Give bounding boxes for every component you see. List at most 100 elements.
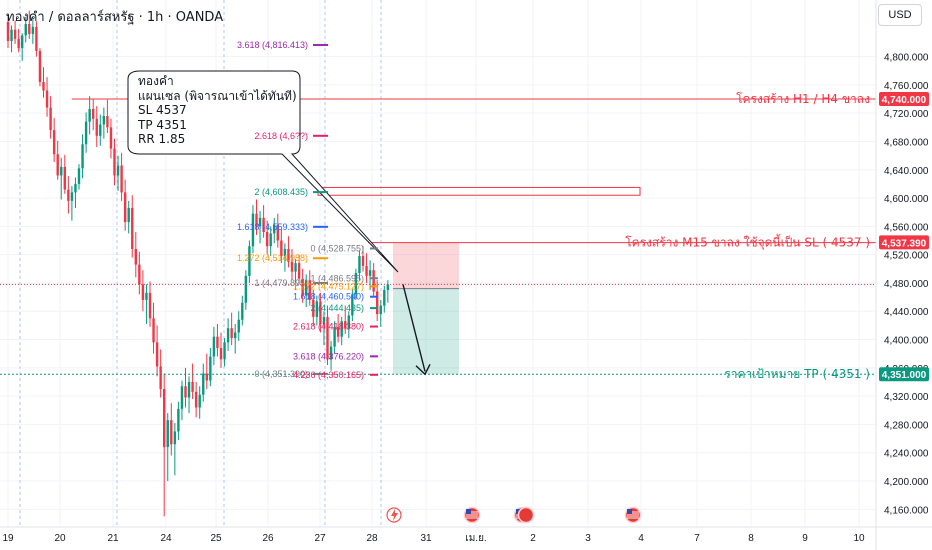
candle-body [28, 24, 31, 34]
candle-body [326, 316, 329, 360]
candle-body [262, 217, 265, 233]
candle-body [344, 321, 347, 329]
candle-body [17, 38, 20, 49]
time-tick-label: 7 [694, 533, 700, 544]
fib-right-label: 1.272 (4,475.127) [293, 281, 364, 291]
candle-body [273, 224, 276, 234]
projection-arrow [402, 284, 426, 372]
candle-body [88, 108, 91, 122]
price-tick-label: 4,760.000 [884, 81, 929, 92]
currency-button[interactable]: USD [878, 4, 922, 26]
candle-body [340, 321, 343, 337]
time-tick-label: 19 [2, 533, 14, 544]
candle-body [269, 233, 272, 247]
time-tick-label: 25 [210, 533, 222, 544]
candle-body [265, 232, 269, 247]
price-tick-label: 4,640.000 [884, 166, 929, 177]
time-axis[interactable]: 19 20 21 24 25 26 27 28 31 เม.ย. 2 3 4 7 8 9 10 [0, 526, 932, 544]
candle-body [368, 270, 372, 276]
candle-body [138, 264, 141, 285]
fib-left-label: 1.618 (4,559.333) [237, 222, 308, 232]
fib-right-label: 4.236 (4,350.165) [293, 370, 364, 380]
candle-body [287, 248, 290, 262]
candle-body [81, 144, 84, 169]
time-tick-label: เม.ย. [465, 533, 486, 544]
us-flag-icon [517, 506, 535, 524]
candle-body [209, 356, 212, 381]
candle-body [297, 263, 301, 279]
candle-body [223, 342, 226, 360]
fib-left-label: 3.618 (4,816.413) [237, 40, 308, 50]
time-tick-label: 28 [366, 533, 378, 544]
candle-body [336, 326, 340, 337]
candle-body [38, 50, 42, 83]
price-tag-label: 4,351.000 [882, 370, 927, 381]
candle-body [198, 394, 201, 408]
candle-body [163, 389, 166, 448]
candle-body [141, 284, 145, 300]
candle-body [226, 328, 230, 343]
candle-body [276, 224, 279, 241]
candle-body [283, 248, 287, 257]
time-tick-label: 26 [262, 533, 274, 544]
time-tick-label: 31 [420, 533, 432, 544]
candle-body [24, 24, 27, 36]
candle-body [35, 26, 38, 51]
candle-body [155, 342, 159, 367]
candle-body [120, 165, 123, 193]
us-flag-icon [627, 509, 632, 514]
candle-body [354, 273, 358, 295]
candle-body [205, 373, 208, 381]
time-tick-label: 10 [853, 533, 865, 544]
candle-body [319, 301, 322, 324]
candle-body [347, 315, 350, 329]
price-axis[interactable]: 4,800.000 4,760.000 4,720.000 4,680.000 4,64… [875, 0, 929, 550]
us-flag-icon [466, 509, 471, 514]
price-tag-label: 4,740.000 [882, 95, 927, 106]
fib-right-label: 2 (4,444.435) [310, 303, 364, 313]
time-tick-label: 27 [314, 533, 326, 544]
price-tick-label: 4,320.000 [884, 392, 929, 403]
candle-body [301, 278, 304, 296]
candle-body [248, 246, 251, 276]
symbol-title: ทองคำ / ดอลลาร์สหรัฐ · 1h · OANDA [6, 10, 224, 25]
candle-body [202, 373, 205, 395]
candle-body [351, 294, 354, 316]
fib-left-label: 2.618 (4,6??) [254, 131, 308, 141]
candle-body [13, 29, 17, 39]
candle-body [74, 183, 77, 193]
candlestick-series [6, 10, 390, 517]
time-tick-label: 2 [530, 533, 536, 544]
take-profit-zone [393, 288, 459, 375]
us-flag-icon [516, 509, 521, 514]
price-tick-label: 4,240.000 [884, 449, 929, 460]
fibonacci-labels: 3.618 (4,816.413) 2.618 (4,6??) 2 (4,608.4… [237, 40, 378, 380]
candle-body [106, 116, 109, 128]
candle-body [386, 284, 390, 291]
candle-body [290, 261, 294, 272]
candle-body [258, 217, 262, 227]
time-tick-label: 20 [54, 533, 66, 544]
fib-left-label: 1.272 (4,514.958) [237, 253, 308, 263]
price-tick-label: 4,400.000 [884, 336, 929, 347]
candle-body [361, 256, 365, 266]
candle-body [187, 381, 191, 398]
candle-body [45, 90, 49, 108]
price-tick-label: 4,520.000 [884, 251, 929, 262]
fib-right-label: 1 (4,486.595) [310, 273, 364, 283]
candle-body [131, 207, 134, 249]
callout-line-4: TP 4351 [138, 117, 187, 132]
time-tick-label: 9 [802, 533, 808, 544]
supply-zone-box [317, 186, 641, 196]
candle-body [116, 165, 120, 176]
candle-body [376, 291, 379, 315]
price-tick-label: 4,200.000 [884, 477, 929, 488]
candle-body [67, 189, 70, 201]
time-tick-label: 4 [638, 533, 644, 544]
candle-body [52, 130, 56, 155]
candle-body [42, 82, 45, 91]
candle-body [312, 299, 315, 317]
stop-loss-zone [393, 242, 459, 289]
callout-line-3: SL 4537 [138, 103, 187, 117]
